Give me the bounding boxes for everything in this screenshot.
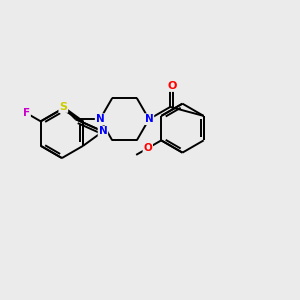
Text: S: S — [59, 102, 67, 112]
Text: O: O — [143, 143, 152, 153]
Text: N: N — [98, 126, 107, 136]
Text: N: N — [96, 114, 104, 124]
Text: F: F — [23, 108, 30, 118]
Text: O: O — [167, 81, 176, 91]
Text: N: N — [145, 114, 153, 124]
